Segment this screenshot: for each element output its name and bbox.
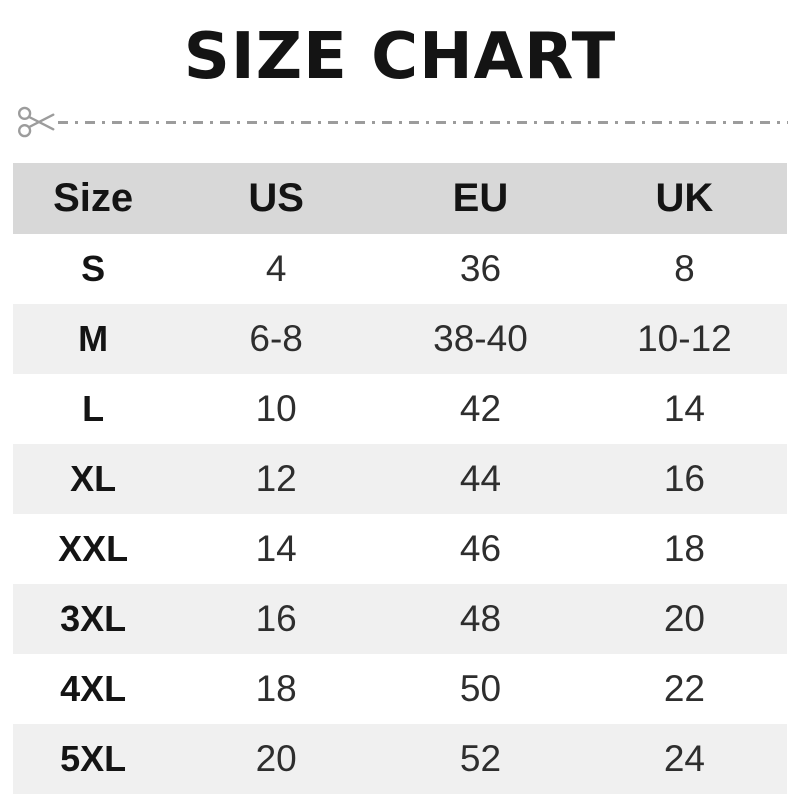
table-row: S 4 36 8: [13, 234, 787, 304]
col-header-uk: UK: [581, 163, 787, 235]
table-row: XL 12 44 16: [13, 444, 787, 515]
uk-cell: 8: [674, 248, 695, 290]
uk-cell: 10-12: [637, 318, 732, 360]
col-header-eu: EU: [379, 163, 582, 235]
us-cell: 20: [255, 738, 297, 780]
uk-cell: 18: [663, 528, 705, 570]
table-row: 5XL 20 52 24: [13, 724, 787, 795]
eu-cell: 38-40: [433, 318, 528, 360]
table-row: 4XL 18 50 22: [13, 654, 787, 724]
eu-cell: 36: [459, 248, 502, 290]
uk-cell: 20: [663, 598, 705, 640]
us-cell: 16: [255, 598, 297, 640]
dashed-cut-line: [58, 120, 788, 124]
eu-cell: 42: [459, 388, 502, 430]
size-cell: XXL: [58, 528, 129, 570]
size-cell: L: [82, 388, 105, 430]
size-table: Size US EU UK S 4 36 8 M 6-8 38-40 10-12…: [13, 163, 787, 795]
uk-cell: 14: [663, 388, 705, 430]
eu-cell: 44: [459, 458, 502, 500]
table-row: L 10 42 14: [13, 374, 787, 444]
table-row: 3XL 16 48 20: [13, 584, 787, 655]
eu-cell: 50: [459, 668, 502, 710]
cut-line: [16, 99, 788, 145]
table-row: M 6-8 38-40 10-12: [13, 304, 787, 375]
uk-cell: 22: [663, 668, 705, 710]
us-cell: 6-8: [249, 318, 303, 360]
size-cell: 3XL: [60, 598, 127, 640]
size-cell: S: [81, 248, 106, 290]
col-header-size: Size: [13, 163, 174, 235]
eu-cell: 52: [459, 738, 502, 780]
us-cell: 10: [255, 388, 297, 430]
uk-cell: 16: [663, 458, 705, 500]
size-cell: 4XL: [60, 668, 127, 710]
table-row: XXL 14 46 18: [13, 514, 787, 584]
eu-cell: 46: [459, 528, 502, 570]
us-cell: 12: [255, 458, 297, 500]
eu-cell: 48: [459, 598, 502, 640]
size-cell: M: [78, 318, 109, 360]
scissors-icon: [18, 106, 55, 138]
us-cell: 4: [265, 248, 287, 290]
size-cell: 5XL: [60, 738, 127, 780]
page-title: SIZE CHART: [183, 20, 617, 94]
us-cell: 14: [255, 528, 297, 570]
us-cell: 18: [255, 668, 297, 710]
size-cell: XL: [70, 458, 117, 500]
col-header-us: US: [173, 163, 380, 235]
uk-cell: 24: [663, 738, 705, 780]
table-header-row: Size US EU UK: [13, 163, 787, 235]
